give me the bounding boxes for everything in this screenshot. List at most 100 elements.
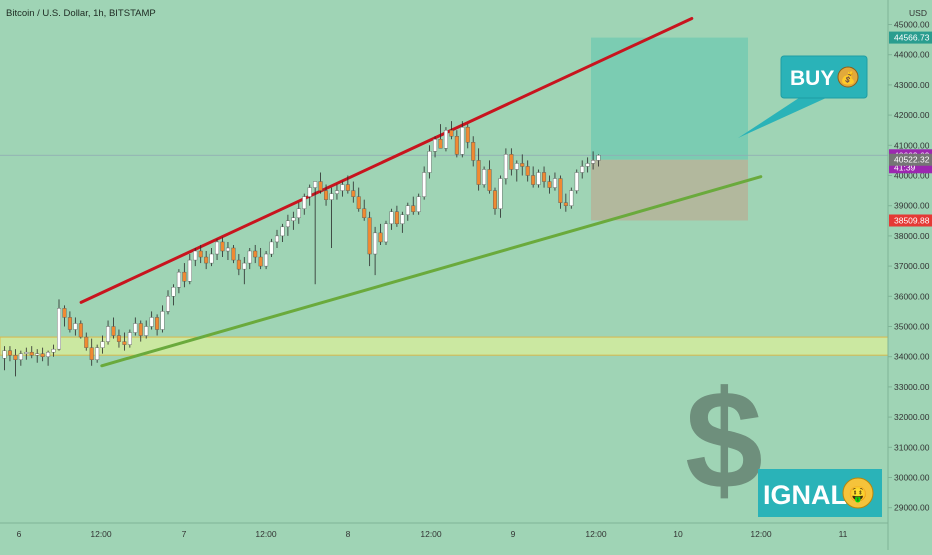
candle-body [247,250,252,264]
candle [285,214,290,236]
candle-body [2,350,7,359]
price-label-text: 44566.73 [894,33,930,43]
candle-body [46,351,51,357]
candle-body [460,126,465,155]
candle-body [133,323,138,333]
candle [247,247,252,270]
candle [591,151,596,170]
candle-body [193,250,198,261]
candle-body [187,259,192,282]
price-tick-label: 33000.00 [894,382,930,392]
price-label-text: 38509.88 [894,216,930,226]
candle-body [400,214,405,225]
candle [67,311,72,333]
candle-body [411,205,416,212]
candle-body [324,190,329,200]
candle-body [454,136,459,155]
stop-zone [591,159,748,221]
candle-body [231,247,236,261]
candle-body [476,160,481,185]
candle-body [13,354,18,360]
support-trendline[interactable] [100,175,763,368]
price-tick-label: 34000.00 [894,352,930,362]
candle-body [285,220,290,228]
candle-body [493,190,498,209]
dollar-sign-icon: $ [685,361,763,518]
candle [144,320,149,339]
candle-body [405,205,410,215]
candle-body [18,353,23,360]
candle-body [122,341,127,345]
candle-body [111,326,116,336]
candle [111,317,116,339]
candle-body [542,172,547,182]
candle [563,193,568,212]
candle-body [345,184,350,191]
candle-body [215,241,220,255]
candle [498,175,503,218]
candle [193,247,198,267]
candle-body [547,181,552,188]
candle [264,251,269,270]
time-tick-label: 12:00 [255,529,277,539]
candle-body [422,172,427,197]
candle [503,148,508,185]
candle [204,251,209,270]
candle [7,346,12,362]
candle [476,148,481,191]
candle-body [253,250,258,258]
candle [89,338,94,366]
candle-body [73,323,78,330]
candle-body [269,241,274,255]
candle-body [62,308,67,318]
candle-body [144,326,149,336]
money-bag-icon [837,66,859,88]
candle [394,205,399,227]
candle-body [449,129,454,137]
candle [525,160,530,182]
candle-body [574,172,579,191]
candle-body [433,139,438,152]
candle-body [498,178,503,209]
candle-body [596,155,601,161]
candle-body [35,353,40,356]
candle [400,211,405,233]
chart-title: Bitcoin / U.S. Dollar, 1h, BITSTAMP [6,8,156,19]
candle-body [138,323,143,336]
candle-body [591,160,596,164]
candle [35,349,40,363]
buy-callout-box [780,55,868,99]
candle-body [558,178,563,203]
candle-body [7,350,12,356]
candle [302,193,307,215]
candle [296,202,301,224]
candle-body [362,208,367,218]
candle [514,160,519,182]
candle [536,169,541,188]
candle [24,347,29,360]
candle [367,211,372,267]
candle [596,154,601,167]
candle-body [40,353,45,357]
signal-text: IGNAL [763,480,847,510]
buy-callout-pointer [738,92,826,138]
candle-body [438,139,443,149]
candle [62,305,67,327]
candle [340,181,345,197]
time-tick-label: 8 [346,529,351,539]
candle [122,332,127,351]
candle [231,244,236,264]
candle-body [585,163,590,167]
candle-body [220,241,225,252]
candle-body [334,190,339,194]
zones-layer [0,37,889,356]
candle [318,172,323,194]
resistance-trendline[interactable] [79,16,694,304]
candle-body [242,262,247,270]
price-label-entry: 40522.32 [889,153,932,166]
candle [51,344,56,357]
candle [411,196,416,215]
